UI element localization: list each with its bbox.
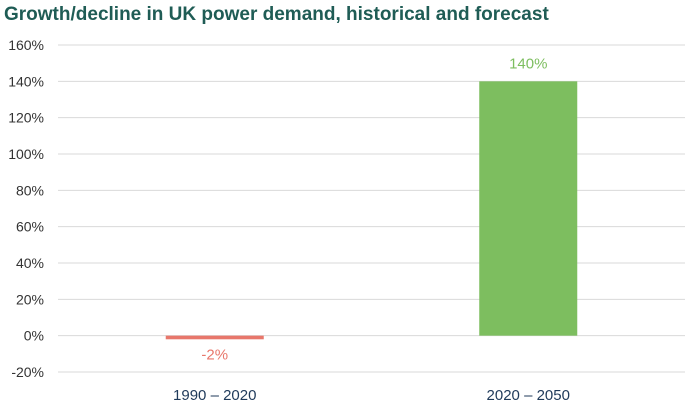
y-tick-label: 80%	[16, 182, 44, 198]
y-tick-label: 160%	[8, 37, 44, 53]
data-label: -2%	[201, 346, 228, 363]
y-tick-label: -20%	[11, 364, 44, 380]
y-tick-label: 40%	[16, 255, 44, 271]
y-tick-label: 20%	[16, 291, 44, 307]
gridlines	[58, 44, 685, 373]
y-tick-label: 100%	[8, 146, 44, 162]
y-axis-ticks: -20% 0% 20% 40% 60% 80% 100% 120% 140% 160%	[8, 37, 44, 380]
data-label: 140%	[509, 55, 547, 72]
chart-title: Growth/decline in UK power demand, histo…	[4, 4, 549, 25]
y-tick-label: 140%	[8, 73, 44, 89]
x-axis-categories: 1990 – 2020 2020 – 2050	[173, 387, 570, 404]
bar	[165, 335, 264, 340]
bar	[479, 81, 578, 336]
x-category-label: 2020 – 2050	[487, 387, 570, 404]
bars	[165, 81, 578, 340]
y-tick-label: 0%	[24, 328, 44, 344]
y-tick-label: 60%	[16, 219, 44, 235]
x-category-label: 1990 – 2020	[173, 387, 256, 404]
y-tick-label: 120%	[8, 110, 44, 126]
data-labels: -2% 140%	[201, 55, 547, 363]
